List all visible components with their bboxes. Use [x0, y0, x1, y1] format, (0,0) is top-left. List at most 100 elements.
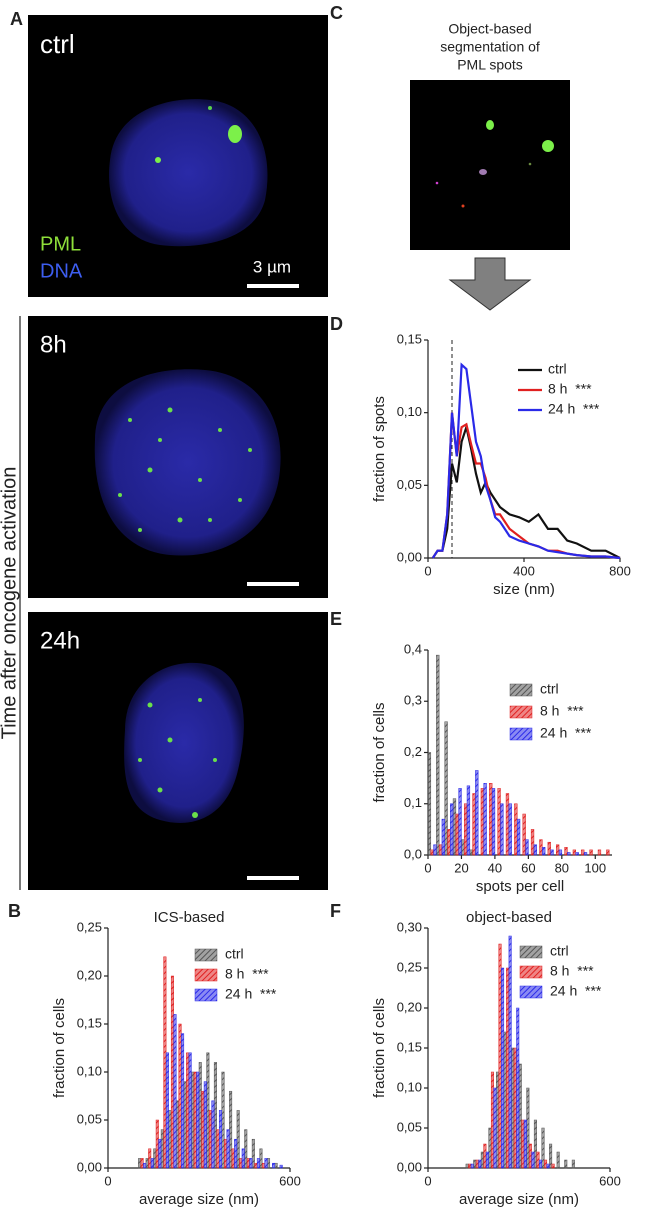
image-label: 8h	[40, 331, 67, 358]
x-tick-label: 100	[584, 860, 606, 875]
histogram-bar	[444, 721, 448, 856]
histogram-bar	[525, 839, 529, 856]
panel-letter: F	[330, 901, 341, 921]
histogram-bar	[589, 849, 593, 856]
histogram-bar	[506, 967, 510, 1169]
histogram-bar	[575, 852, 579, 856]
histogram-bar	[264, 1158, 268, 1169]
histogram-bar	[480, 1151, 484, 1169]
x-axis-label: average size (nm)	[459, 1191, 579, 1208]
data-line	[431, 412, 621, 560]
histogram-bar	[465, 1163, 469, 1169]
y-tick-label: 0,0	[404, 846, 422, 861]
x-tick-label: 600	[279, 1173, 301, 1188]
x-tick-label: 400	[513, 563, 535, 578]
legend-swatch	[519, 965, 543, 979]
histogram-bar	[550, 849, 554, 856]
histogram-bar	[153, 1148, 157, 1169]
panel-letter: E	[330, 609, 342, 629]
panel-letter: C	[330, 3, 343, 23]
x-axis-label: size (nm)	[493, 581, 555, 598]
histogram-bar	[163, 956, 167, 1169]
legend-label: ctrl	[548, 361, 567, 377]
histogram-bar	[438, 844, 443, 856]
panel-letter: A	[10, 9, 23, 29]
data-line	[431, 423, 621, 559]
legend-label: 8 h ***	[550, 963, 594, 979]
histogram-bar	[272, 1162, 276, 1169]
histogram-bar	[173, 1014, 177, 1169]
histogram-bar	[533, 844, 537, 856]
legend-label: 24 h ***	[548, 401, 600, 417]
histogram-bar	[178, 1023, 182, 1169]
histogram-bar	[530, 829, 535, 856]
side-label: Time after oncogene activation	[0, 467, 20, 740]
stain-label: PML	[40, 233, 81, 255]
histogram-bar	[170, 975, 174, 1169]
legend-swatch	[519, 945, 543, 959]
histogram-bar	[226, 1129, 230, 1169]
histogram-bar	[547, 841, 551, 856]
histogram-bar	[229, 1090, 233, 1169]
histogram-bar	[196, 1071, 200, 1169]
y-tick-label: 0,10	[397, 404, 422, 419]
histogram-bar	[567, 852, 571, 856]
histogram-bar	[218, 1110, 223, 1169]
histogram-bar	[165, 1052, 169, 1169]
legend-swatch	[519, 985, 543, 999]
histogram-bar	[478, 1159, 482, 1169]
y-tick-label: 0,00	[397, 549, 422, 564]
y-tick-label: 0,20	[77, 967, 102, 982]
histogram-bar	[549, 1143, 553, 1169]
legend-label: 24 h ***	[225, 986, 277, 1002]
y-tick-label: 0,20	[397, 999, 422, 1014]
histogram-bar	[485, 1151, 489, 1169]
legend-label: ctrl	[540, 681, 559, 697]
histogram-bar	[183, 1081, 187, 1169]
caption-line: PML spots	[457, 57, 523, 73]
histogram-bar	[145, 1158, 149, 1169]
histogram-bar	[231, 1148, 235, 1169]
histogram-bar	[181, 1033, 185, 1169]
x-tick-label: 40	[488, 860, 502, 875]
histogram-bar	[526, 1087, 530, 1169]
y-tick-label: 0,4	[404, 641, 422, 656]
micrograph: 8h	[28, 316, 328, 598]
histogram-bar	[463, 803, 468, 856]
histogram-bar	[251, 1138, 255, 1169]
histogram-bar	[461, 839, 465, 856]
histogram-bar	[503, 1031, 507, 1169]
histogram-bar	[138, 1158, 142, 1169]
x-axis-label: spots per cell	[476, 878, 564, 895]
histogram-bar	[249, 1158, 253, 1169]
histogram-bar	[490, 1071, 494, 1169]
x-tick-label: 20	[454, 860, 468, 875]
y-tick-label: 0,10	[77, 1063, 102, 1078]
histogram-bar	[538, 1159, 543, 1169]
histogram-bar	[531, 1151, 535, 1169]
histogram-bar	[522, 813, 526, 856]
histogram-bar	[508, 803, 512, 856]
y-tick-label: 0,05	[397, 1119, 422, 1134]
histogram-bar	[556, 1151, 560, 1169]
histogram-bar	[581, 849, 585, 856]
histogram-bar	[518, 1063, 522, 1169]
histogram-bar	[511, 1047, 515, 1169]
y-axis-label: fraction of cells	[371, 702, 388, 802]
y-tick-label: 0,2	[404, 744, 422, 759]
histogram-bar	[241, 1148, 245, 1169]
histogram-bar	[267, 1158, 271, 1169]
legend-label: 8 h ***	[540, 703, 584, 719]
histogram-bar	[475, 1159, 479, 1169]
histogram-bar	[234, 1138, 238, 1169]
histogram-bar	[203, 1081, 207, 1169]
histogram-bar	[555, 844, 560, 856]
histogram-bar	[274, 1162, 278, 1169]
histogram-bar	[505, 793, 510, 856]
histogram-bar	[239, 1158, 243, 1169]
histogram-bar	[213, 1062, 217, 1169]
histogram-bar	[186, 1052, 190, 1169]
x-tick-label: 600	[599, 1173, 621, 1188]
histogram-bar	[150, 1158, 154, 1169]
histogram-bar	[261, 1162, 265, 1169]
